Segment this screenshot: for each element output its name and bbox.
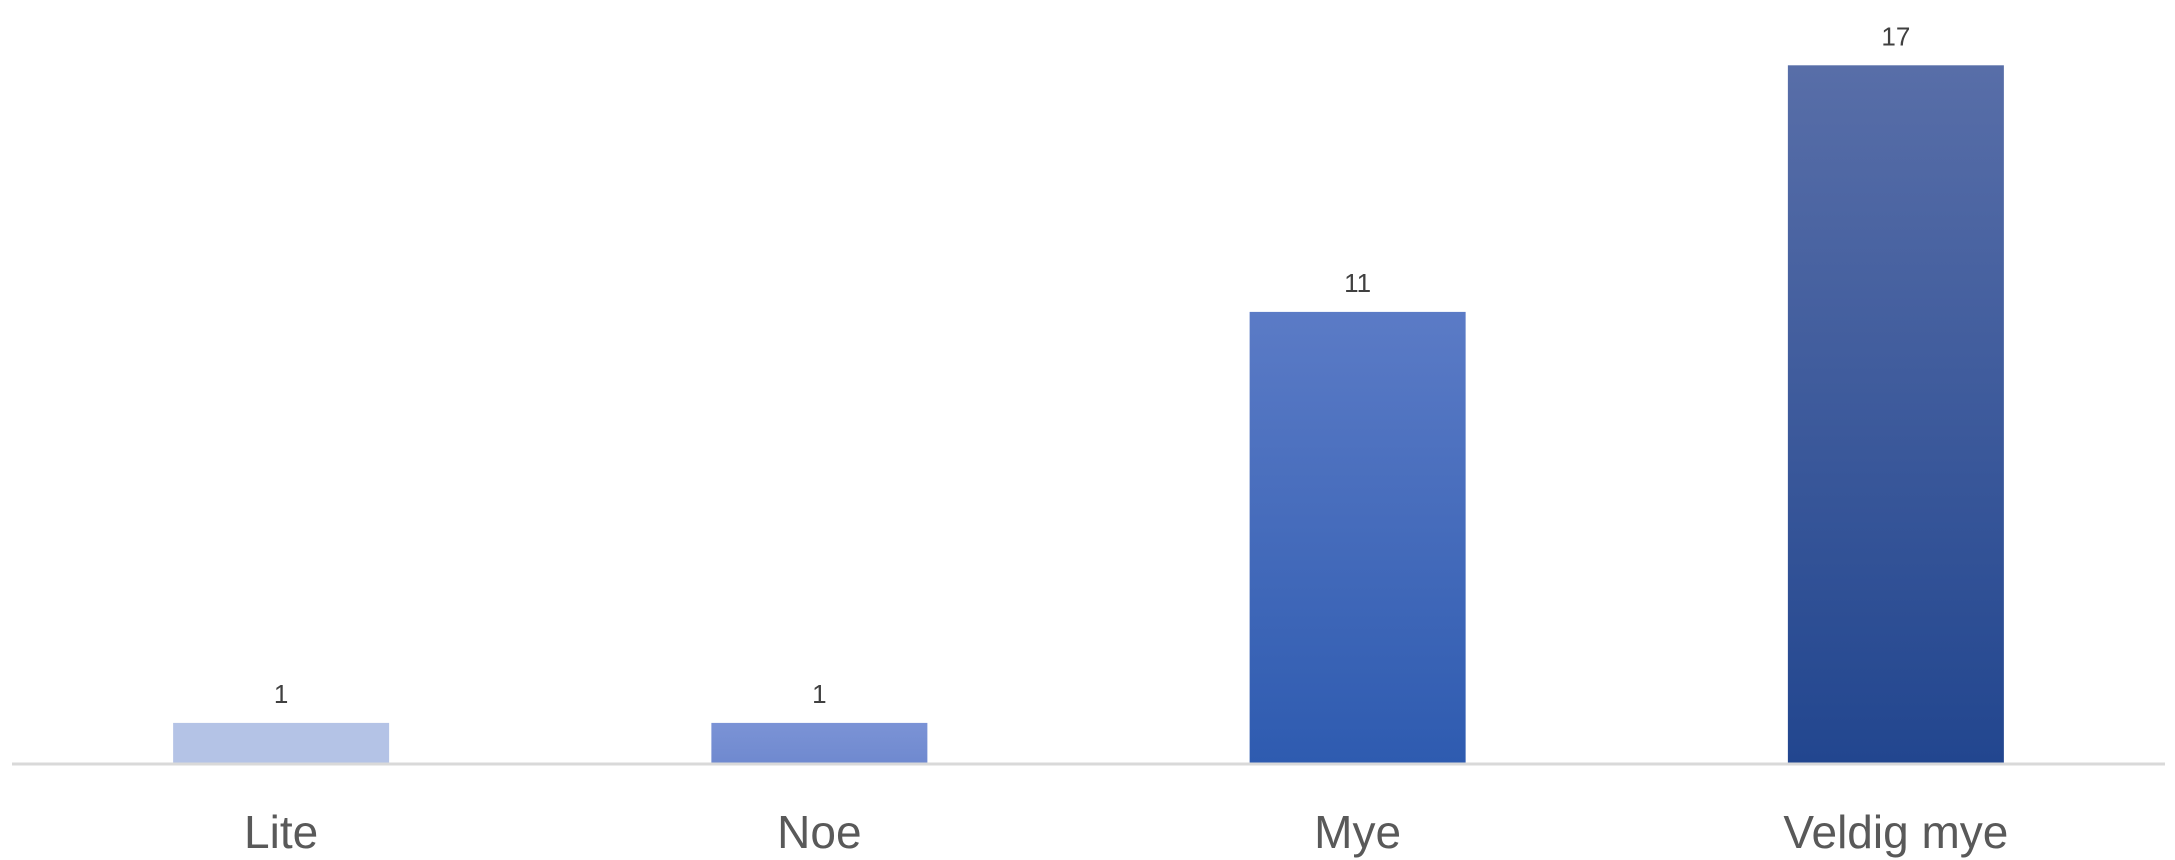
data-label-lite: 1: [274, 679, 288, 709]
bar-noe: [711, 722, 928, 764]
category-label-lite: Lite: [244, 806, 318, 858]
bar-lite: [173, 722, 390, 764]
category-label-noe: Noe: [777, 806, 861, 858]
data-label-veldig-mye: 17: [1881, 21, 1910, 51]
data-label-mye: 11: [1344, 268, 1371, 298]
bar-veldig-mye: [1787, 65, 2004, 765]
category-labels-group: Lite Noe Mye Veldig mye: [244, 806, 2008, 858]
category-label-veldig-mye: Veldig mye: [1783, 806, 2008, 858]
data-label-noe: 1: [812, 679, 826, 709]
category-label-mye: Mye: [1314, 806, 1401, 858]
bars-group: [173, 65, 2004, 765]
bar-mye: [1249, 311, 1466, 764]
